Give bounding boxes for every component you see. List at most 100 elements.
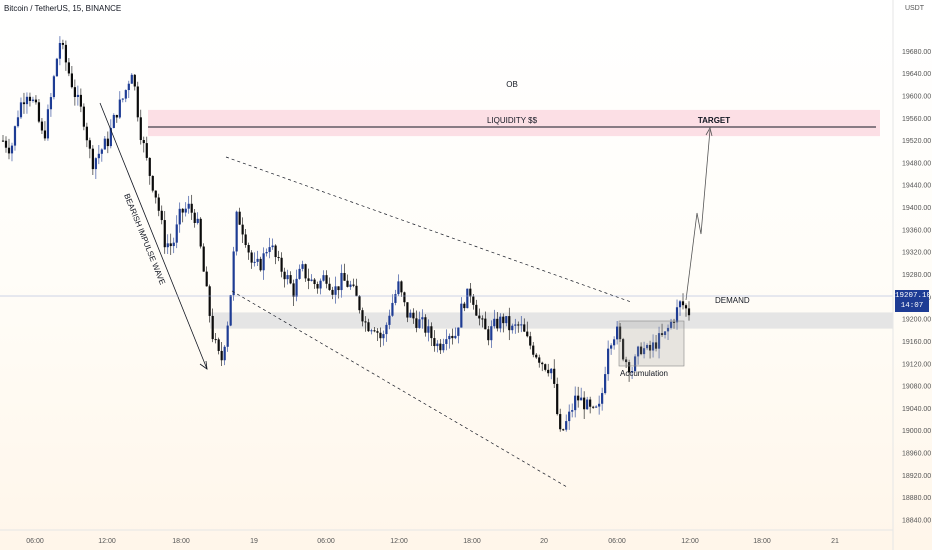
candle-body xyxy=(262,253,265,271)
candle-body xyxy=(331,289,334,295)
candle-body xyxy=(624,359,628,363)
candle-body xyxy=(436,343,439,347)
candle-body xyxy=(619,326,622,340)
price-tick-label: 19040.00 xyxy=(902,406,931,413)
candle-body xyxy=(400,281,403,293)
candle-body xyxy=(205,271,208,287)
candle-body xyxy=(16,117,20,127)
candle-body xyxy=(310,279,313,281)
candle-body xyxy=(598,403,601,407)
candle-body xyxy=(633,356,637,372)
time-tick-label: 12:00 xyxy=(98,538,116,545)
candle-body xyxy=(46,109,50,139)
candle-body xyxy=(376,331,379,333)
candle-body xyxy=(550,368,553,374)
candle-body xyxy=(124,90,127,99)
candle-body xyxy=(166,243,169,248)
candle-body xyxy=(433,338,436,347)
candle-body xyxy=(208,286,211,316)
candle-body xyxy=(289,275,292,284)
candle-body xyxy=(610,345,613,349)
candle-body xyxy=(541,362,544,365)
candle-body xyxy=(373,330,376,332)
candle-body xyxy=(660,333,664,336)
accumulation-label: Accumulation xyxy=(620,369,668,378)
candle-body xyxy=(460,303,463,328)
candle-body xyxy=(40,121,44,131)
time-axis[interactable]: 06:00 12:00 18:00 19 06:00 12:00 18:00 20 06:00 1… xyxy=(26,538,839,545)
candle-body xyxy=(295,278,298,297)
candle-body xyxy=(82,106,85,127)
candle-body xyxy=(22,102,26,105)
candle-body xyxy=(592,406,595,408)
candle-body xyxy=(526,331,529,337)
candle-body xyxy=(229,295,232,326)
candle-body xyxy=(562,429,565,431)
candle-body xyxy=(621,339,625,360)
candle-body xyxy=(499,316,502,329)
candle-body xyxy=(580,397,583,401)
candle-body xyxy=(385,324,388,335)
candle-body xyxy=(547,369,550,374)
price-tick-label: 18960.00 xyxy=(902,451,931,458)
candle-body xyxy=(79,94,82,107)
candle-body xyxy=(472,296,475,305)
candle-body xyxy=(639,346,643,355)
time-tick-label: 06:00 xyxy=(608,538,626,545)
candle-body xyxy=(577,395,580,401)
candle-body xyxy=(364,321,367,323)
candle-body xyxy=(64,44,68,63)
zone-demand xyxy=(210,312,893,329)
candle-body xyxy=(217,339,220,351)
bearish-impulse-arrowhead xyxy=(199,360,208,370)
symbol-title: Bitcoin / TetherUS, 15, BINANCE xyxy=(4,4,122,13)
price-tick-label: 19480.00 xyxy=(902,160,931,167)
candle-body xyxy=(511,325,514,331)
candle-body xyxy=(490,326,493,341)
candle-body xyxy=(514,324,517,326)
candle-body xyxy=(235,211,238,252)
zone-ob xyxy=(148,109,880,137)
candle-body xyxy=(663,331,667,336)
candle-body xyxy=(675,307,679,323)
time-tick-label: 06:00 xyxy=(26,538,44,545)
price-tick-label: 19160.00 xyxy=(902,339,931,346)
candle-body xyxy=(325,275,328,284)
wedge-lower-line xyxy=(231,290,568,488)
candle-body xyxy=(157,197,160,211)
candle-body xyxy=(322,275,325,281)
candle-body xyxy=(115,114,118,118)
candle-body xyxy=(616,326,619,340)
demand-zone-label: DEMAND xyxy=(715,296,750,305)
price-axis[interactable]: 19680.00 19640.00 19600.00 19560.00 19520.00… xyxy=(902,49,931,525)
candle-body xyxy=(271,245,274,248)
candle-body xyxy=(517,324,520,326)
candle-body xyxy=(112,114,115,128)
candle-body xyxy=(268,247,271,253)
candle-body xyxy=(106,138,109,147)
candle-body xyxy=(559,414,562,430)
time-tick-label: 18:00 xyxy=(463,538,481,545)
candle-body xyxy=(538,357,541,363)
candle-body xyxy=(520,324,523,326)
candle-body xyxy=(648,344,652,351)
candle-body xyxy=(565,421,568,430)
candle-body xyxy=(169,243,172,247)
candle-body xyxy=(454,335,457,339)
candle-body xyxy=(154,190,157,198)
time-tick-label: 18:00 xyxy=(753,538,771,545)
candle-body xyxy=(211,315,214,340)
candle-body xyxy=(34,99,38,103)
candle-body xyxy=(334,286,337,295)
candle-body xyxy=(684,305,688,309)
candle-body xyxy=(346,280,349,287)
candle-body xyxy=(391,302,394,316)
candle-body xyxy=(448,335,451,340)
candle-body xyxy=(484,318,487,330)
price-tick-label: 19640.00 xyxy=(902,71,931,78)
time-tick-label: 21 xyxy=(831,538,839,545)
last-price-value: 19207.10 xyxy=(895,292,932,300)
candle-body xyxy=(340,272,343,291)
candle-body xyxy=(397,281,400,295)
